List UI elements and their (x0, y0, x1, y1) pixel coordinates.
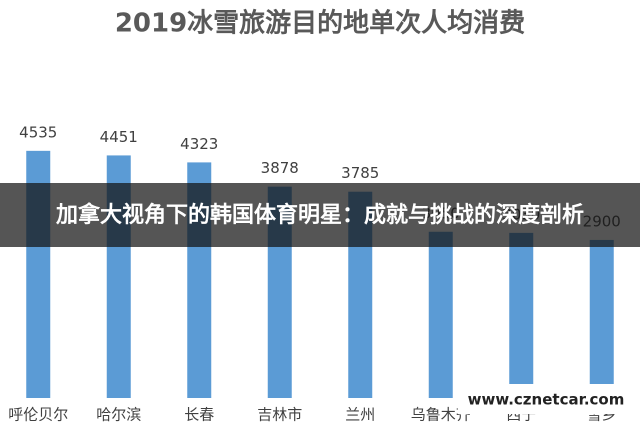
x-tick-label: 吉林市 (257, 406, 302, 424)
data-label: 3878 (261, 159, 299, 177)
data-label: 4451 (100, 128, 138, 146)
banner (0, 183, 640, 247)
data-label: 4323 (180, 135, 218, 153)
bar (589, 239, 614, 398)
banner-text: 加拿大视角下的韩国体育明星：成就与挑战的深度剖析 (55, 202, 584, 228)
chart-title: 2019冰雪旅游目的地单次人均消费 (115, 8, 525, 39)
bar (428, 231, 453, 398)
x-tick-label: 长春 (184, 406, 214, 424)
x-tick-label: 乌鲁木齐 (411, 406, 471, 424)
watermark-box (458, 384, 634, 414)
x-tick-label: 哈尔滨 (96, 406, 141, 424)
x-tick-label: 呼伦贝尔 (8, 406, 68, 424)
x-tick-label: 兰州 (345, 406, 375, 424)
data-label: 3785 (341, 164, 379, 182)
data-label: 4535 (19, 123, 57, 141)
bar (509, 232, 534, 398)
watermark: www.cznetcar.com (468, 391, 625, 409)
